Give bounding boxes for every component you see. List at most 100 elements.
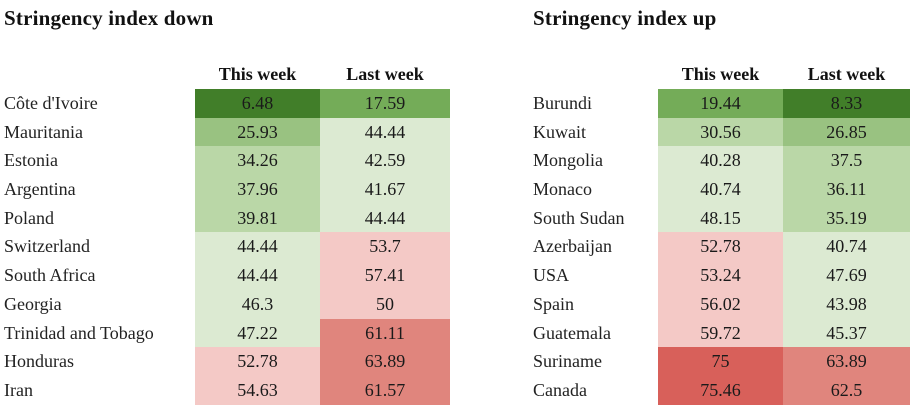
heatmap-cell: 50 [320,289,450,319]
table-header-row: This week Last week [533,59,910,87]
country-label: USA [533,265,570,286]
table-row: Trinidad and Tobago 47.22 61.11 [4,318,450,348]
table-row: USA 53.24 47.69 [533,261,910,290]
table-row: Burundi 19.44 8.33 [533,89,910,118]
table-row: Spain 56.02 43.98 [533,289,910,319]
heatmap-cell: 41.67 [320,175,450,204]
heatmap-cell: 26.85 [783,117,910,147]
column-header-this-week: This week [218,64,297,84]
table-row: Suriname 75 63.89 [533,347,910,376]
country-label: Iran [4,379,33,400]
column-header-last-week: Last week [346,64,424,84]
table-row: Monaco 40.74 36.11 [533,175,910,204]
table-row: Georgia 46.3 50 [4,289,450,319]
heatmap-cell: 75.46 [658,375,783,405]
column-header-this-week: This week [681,64,760,84]
chart-title-down: Stringency index down [4,6,214,30]
heatmap-cell: 63.89 [320,347,450,376]
table-row: Honduras 52.78 63.89 [4,347,450,376]
heatmap-cell: 39.81 [195,203,320,233]
heatmap-cell: 47.69 [783,261,910,290]
country-label: Spain [533,293,575,314]
heatmap-cell: 53.24 [658,261,783,290]
country-label: Switzerland [4,236,90,257]
heatmap-cell: 44.44 [195,232,320,262]
heatmap-cell: 56.02 [658,289,783,319]
heatmap-cell: 19.44 [658,89,783,118]
table-row: Kuwait 30.56 26.85 [533,117,910,147]
heatmap-cell: 63.89 [783,347,910,376]
country-label: Mongolia [533,150,603,171]
heatmap-cell: 30.56 [658,117,783,147]
country-label: Argentina [4,179,76,200]
country-label: Estonia [4,150,58,171]
table-row: South Sudan 48.15 35.19 [533,203,910,233]
table-row: Guatemala 59.72 45.37 [533,318,910,348]
heatmap-cell: 52.78 [195,347,320,376]
table-row: Mongolia 40.28 37.5 [533,146,910,176]
country-label: Trinidad and Tobago [4,322,154,343]
stringency-up-table: This week Last week Burundi 19.44 8.33 Kuwa… [533,59,911,405]
heatmap-cell: 40.74 [783,232,910,262]
table-row: South Africa 44.44 57.41 [4,261,450,290]
heatmap-cell: 44.44 [320,117,450,147]
heatmap-cell: 48.15 [658,203,783,233]
table-row: Iran 54.63 61.57 [4,375,450,405]
heatmap-cell: 47.22 [195,318,320,348]
stringency-down-panel: Stringency index down This week Last wee… [4,5,451,405]
heatmap-cell: 61.57 [320,375,450,405]
country-label: Canada [533,379,587,400]
table-row: Poland 39.81 44.44 [4,203,450,233]
heatmap-cell: 37.5 [783,146,910,176]
heatmap-cell: 53.7 [320,232,450,262]
table-header-row: This week Last week [4,59,450,87]
country-label: Georgia [4,293,62,314]
country-label: Guatemala [533,322,611,343]
heatmap-cell: 40.28 [658,146,783,176]
table-row: Azerbaijan 52.78 40.74 [533,232,910,262]
table-row: Côte d'Ivoire 6.48 17.59 [4,89,450,118]
heatmap-cell: 35.19 [783,203,910,233]
heatmap-cell: 44.44 [195,261,320,290]
chart-title-up: Stringency index up [533,6,717,30]
heatmap-cell: 43.98 [783,289,910,319]
heatmap-cell: 54.63 [195,375,320,405]
country-label: Burundi [533,93,593,113]
country-label: Azerbaijan [533,236,612,257]
heatmap-cell: 62.5 [783,375,910,405]
heatmap-cell: 61.11 [320,318,450,348]
table-row: Estonia 34.26 42.59 [4,146,450,176]
heatmap-cell: 46.3 [195,289,320,319]
country-label: Kuwait [533,121,586,142]
heatmap-cell: 57.41 [320,261,450,290]
heatmap-cell: 34.26 [195,146,320,176]
country-label: Côte d'Ivoire [4,93,98,113]
country-label: Suriname [533,351,602,372]
country-label: South Africa [4,265,96,286]
heatmap-cell: 40.74 [658,175,783,204]
heatmap-cell: 59.72 [658,318,783,348]
heatmap-cell: 42.59 [320,146,450,176]
country-label: Honduras [4,351,74,372]
country-label: South Sudan [533,207,625,228]
heatmap-cell: 25.93 [195,117,320,147]
table-row: Canada 75.46 62.5 [533,375,910,405]
heatmap-cell: 52.78 [658,232,783,262]
table-row: Argentina 37.96 41.67 [4,175,450,204]
heatmap-cell: 8.33 [783,89,910,118]
country-label: Mauritania [4,121,83,142]
heatmap-cell: 75 [658,347,783,376]
stringency-up-panel: Stringency index up This week Last week … [533,5,911,405]
country-label: Poland [4,207,55,228]
column-header-last-week: Last week [807,64,886,84]
table-row: Switzerland 44.44 53.7 [4,232,450,262]
heatmap-cell: 36.11 [783,175,910,204]
heatmap-cell: 45.37 [783,318,910,348]
country-label: Monaco [533,179,592,200]
heatmap-cell: 6.48 [195,89,320,118]
heatmap-cell: 44.44 [320,203,450,233]
heatmap-cell: 37.96 [195,175,320,204]
table-row: Mauritania 25.93 44.44 [4,117,450,147]
stringency-down-table: This week Last week Côte d'Ivoire 6.48 17.… [4,59,451,405]
heatmap-cell: 17.59 [320,89,450,118]
